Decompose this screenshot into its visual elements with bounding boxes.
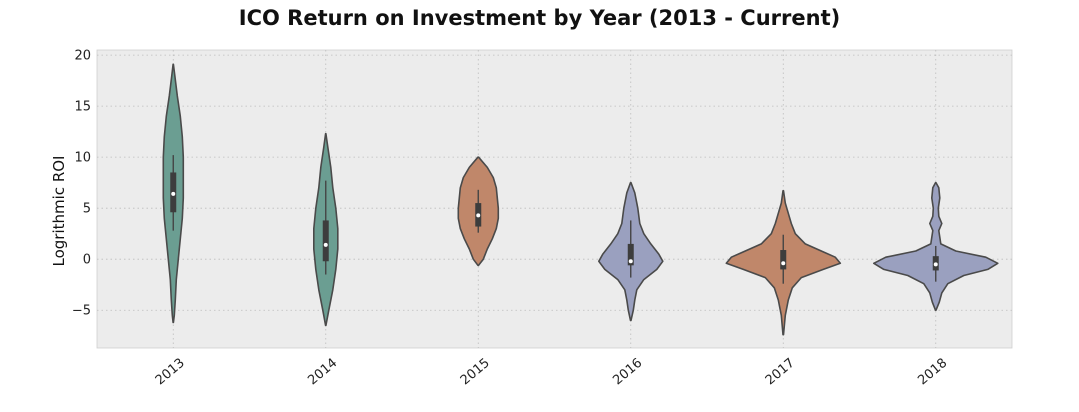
y-axis-label: Logrithmic ROI [50,156,68,267]
x-tick-label: 2013 [153,356,188,389]
violins [162,63,999,336]
violin-median-2017 [781,261,786,266]
y-tick-label: 20 [74,49,91,64]
violin-2018 [873,181,999,311]
x-tick-label: 2017 [763,356,798,389]
violin-iqr-box-2017 [780,250,787,270]
y-tick-label: 15 [74,100,91,115]
violin-2014 [313,132,339,327]
violin-2016 [598,181,664,322]
x-tick-label: 2015 [458,356,493,389]
violin-median-2013 [171,191,176,196]
y-tick-label: 5 [83,202,91,217]
violin-2013 [162,63,185,324]
violin-iqr-box-2016 [627,243,634,266]
violin-median-2018 [933,262,938,267]
violin-median-2016 [628,259,633,264]
violin-2017 [725,190,842,336]
x-axis: 2013 2014 2015 2016 2017 2018 [153,356,950,389]
x-tick-label: 2016 [610,356,645,389]
y-tick-label: −5 [72,304,91,319]
x-tick-label: 2018 [915,356,950,389]
violin-median-2014 [323,242,328,247]
plot-area [96,49,1013,349]
y-tick-label: 0 [83,253,91,268]
y-axis: 20 15 10 5 0 −5 [72,49,91,319]
x-tick-label: 2014 [305,356,340,389]
chart-title: ICO Return on Investment by Year (2013 -… [238,6,841,30]
violin-iqr-box-2014 [322,220,329,262]
violin-2015 [457,156,500,267]
y-tick-label: 10 [74,151,91,166]
violin-median-2015 [476,213,481,218]
